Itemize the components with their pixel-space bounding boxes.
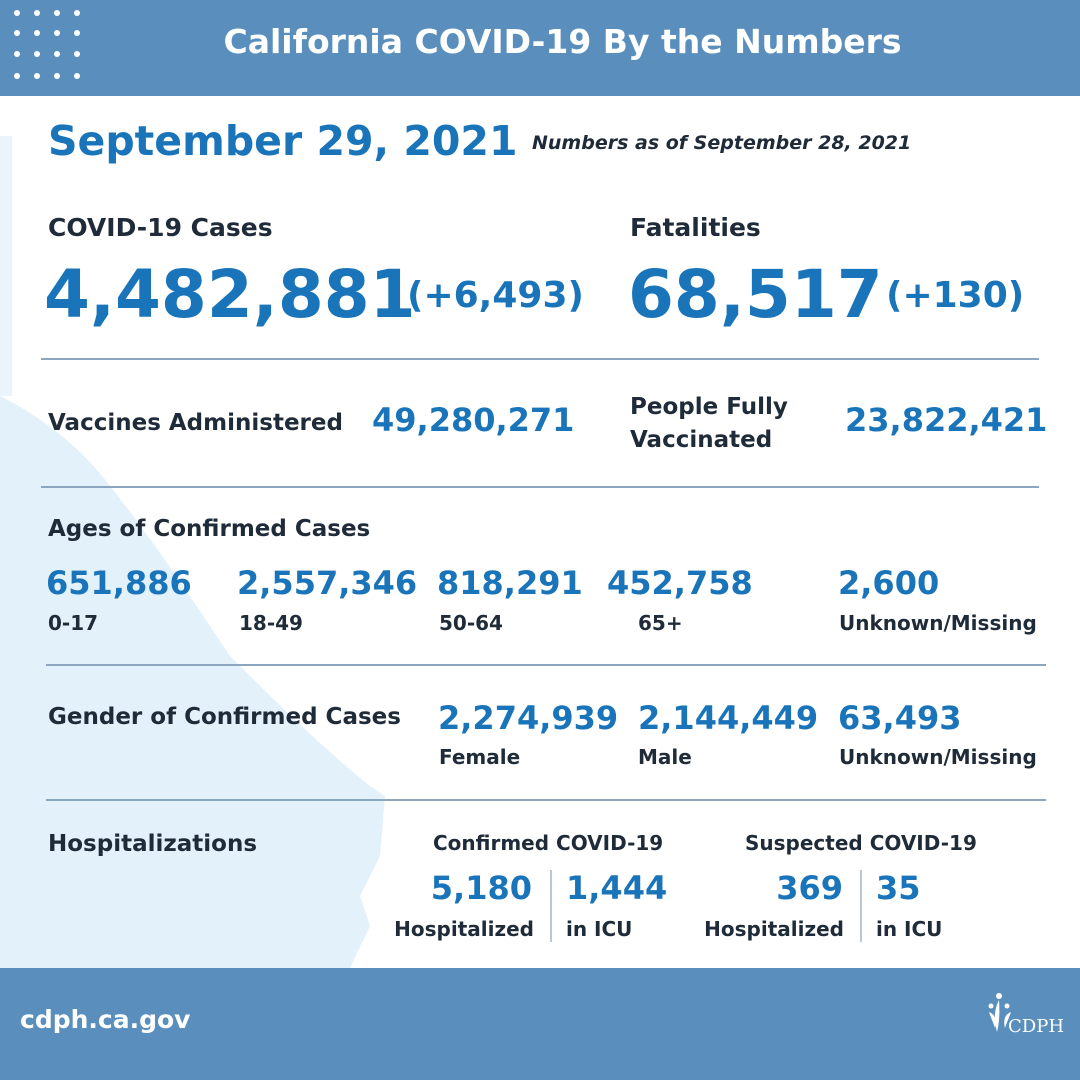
report-date: September 29, 2021 [48,117,518,165]
age-group-label: 65+ [638,611,683,635]
cases-change: (+6,493) [407,275,584,316]
divider [46,664,1046,666]
age-group-label: 50-64 [439,611,503,635]
fatalities-label: Fatalities [630,213,761,242]
fully-vaccinated-label-line2: Vaccinated [630,427,773,453]
gender-group-label: Unknown/Missing [839,745,1037,769]
page-title: California COVID-19 By the Numbers [223,22,902,61]
confirmed-icu-value: 1,444 [566,869,668,907]
vaccines-administered-value: 49,280,271 [372,401,575,439]
gender-group-value: 63,493 [838,699,962,737]
suspected-hospitalized-label: Hospitalized [704,917,844,941]
gender-group-label: Male [638,745,692,769]
cdph-logo-text: CDPH [1008,1016,1065,1037]
suspected-covid-label: Suspected COVID-19 [745,831,977,855]
header-bar: California COVID-19 By the Numbers [0,0,1080,96]
gender-group-value: 2,144,449 [638,699,819,737]
age-group-value: 651,886 [46,564,192,602]
divider [41,358,1039,360]
age-group-label: 18-49 [239,611,303,635]
confirmed-covid-label: Confirmed COVID-19 [433,831,664,855]
website-link[interactable]: cdph.ca.gov [20,1005,191,1034]
as-of-note: Numbers as of September 28, 2021 [532,132,912,154]
age-group-label: Unknown/Missing [839,611,1037,635]
age-group-value: 2,557,346 [237,564,418,602]
suspected-icu-label: in ICU [876,917,943,941]
cdph-logo-icon [988,993,1011,1032]
california-map-icon [0,136,385,968]
age-group-value: 818,291 [437,564,583,602]
cases-label: COVID-19 Cases [48,213,273,242]
column-divider [860,870,862,942]
fatalities-total: 68,517 [628,256,883,333]
gender-label: Gender of Confirmed Cases [48,704,401,730]
gender-group-value: 2,274,939 [438,699,619,737]
divider [46,799,1046,801]
age-group-value: 452,758 [607,564,753,602]
age-group-label: 0-17 [48,611,99,635]
confirmed-hospitalized-label: Hospitalized [394,917,534,941]
hospitalizations-label: Hospitalizations [48,831,258,857]
age-group-value: 2,600 [838,564,940,602]
suspected-hospitalized-value: 369 [776,869,843,907]
fully-vaccinated-value: 23,822,421 [845,401,1048,439]
confirmed-icu-label: in ICU [566,917,633,941]
confirmed-hospitalized-value: 5,180 [430,869,532,907]
fully-vaccinated-label-line1: People Fully [630,394,788,420]
ages-label: Ages of Confirmed Cases [48,516,371,542]
cases-total: 4,482,881 [44,256,416,333]
suspected-icu-value: 35 [876,869,921,907]
gender-group-label: Female [439,745,521,769]
fatalities-change: (+130) [886,275,1025,316]
footer-bar: cdph.ca.gov CDPH [0,968,1080,1080]
dot-grid-icon [14,10,80,79]
column-divider [550,870,552,942]
vaccines-administered-label: Vaccines Administered [48,410,343,436]
divider [41,486,1039,488]
